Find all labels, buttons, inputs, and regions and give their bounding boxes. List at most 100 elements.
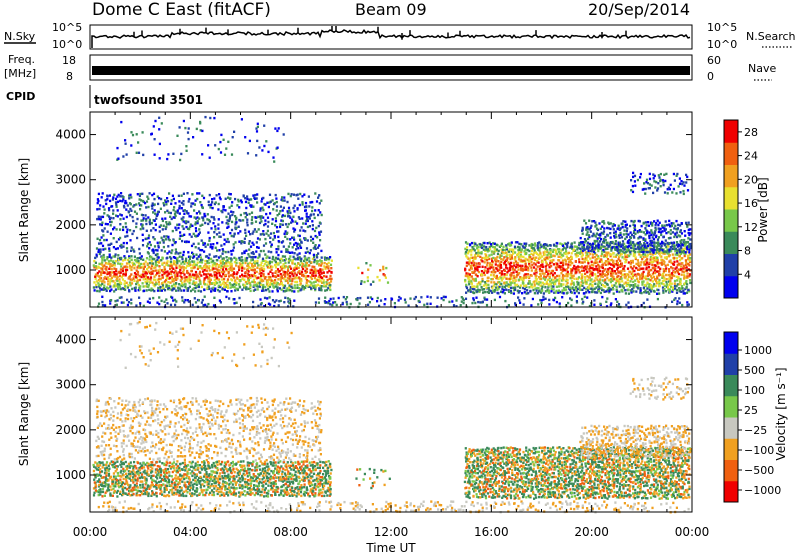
- echo-cell: [222, 138, 225, 141]
- echo-cell: [307, 285, 310, 288]
- echo-cell: [151, 202, 154, 205]
- echo-cell: [260, 280, 263, 283]
- echo-cell: [651, 256, 654, 259]
- echo-cell: [508, 248, 511, 251]
- echo-cell: [293, 290, 296, 293]
- echo-cell: [531, 243, 534, 247]
- echo-cell: [621, 226, 624, 229]
- echo-cell: [301, 286, 304, 289]
- echo-cell: [292, 255, 295, 259]
- echo-cell: [682, 181, 685, 184]
- echo-cell: [204, 221, 207, 225]
- echo-cell: [131, 215, 134, 219]
- echo-cell: [122, 204, 126, 208]
- echo-cell: [100, 273, 103, 277]
- echo-cell: [577, 287, 580, 291]
- echo-cell: [310, 277, 313, 280]
- echo-cell: [242, 283, 245, 286]
- echo-cell: [630, 246, 633, 249]
- echo-cell: [262, 289, 265, 292]
- echo-cell: [538, 241, 541, 244]
- echo-cell: [199, 270, 202, 274]
- echo-cell: [594, 252, 597, 255]
- echo-cell: [184, 278, 187, 282]
- echo-cell: [664, 264, 667, 267]
- echo-cell: [185, 257, 188, 260]
- echo-cell: [631, 259, 634, 263]
- echo-cell: [284, 273, 287, 276]
- echo-cell: [111, 198, 114, 201]
- echo-cell: [218, 231, 221, 234]
- echo-cell: [138, 202, 141, 205]
- echo-cell: [664, 239, 667, 242]
- echo-cell: [145, 282, 148, 285]
- echo-cell: [619, 227, 622, 230]
- echo-cell: [643, 247, 646, 250]
- echo-cell: [601, 220, 604, 223]
- echo-cell: [655, 258, 658, 261]
- echo-cell: [251, 265, 254, 268]
- echo-cell: [585, 291, 588, 294]
- echo-cell: [675, 275, 678, 278]
- echo-cell: [537, 248, 540, 251]
- echo-cell: [581, 288, 584, 291]
- echo-cell: [125, 215, 128, 219]
- echo-cell: [629, 289, 632, 292]
- echo-cell: [526, 248, 529, 252]
- echo-cell: [486, 259, 489, 262]
- echo-cell: [610, 249, 613, 252]
- echo-cell: [490, 270, 493, 274]
- echo-cell: [245, 234, 248, 237]
- echo-cell: [163, 265, 166, 269]
- echo-cell: [252, 243, 255, 246]
- echo-cell: [685, 173, 688, 177]
- echo-cell: [250, 259, 253, 262]
- echo-cell: [185, 220, 188, 223]
- echo-cell: [607, 279, 610, 282]
- echo-cell: [161, 286, 164, 289]
- echo-cell: [557, 289, 560, 292]
- echo-cell: [668, 280, 671, 283]
- echo-cell: [219, 140, 222, 144]
- echo-cell: [174, 260, 177, 264]
- echo-cell: [583, 219, 586, 222]
- echo-cell: [483, 245, 486, 248]
- echo-cell: [268, 278, 271, 281]
- echo-cell: [495, 283, 498, 286]
- echo-cell: [227, 250, 230, 254]
- echo-cell: [216, 259, 219, 262]
- echo-cell: [682, 292, 685, 295]
- echo-cell: [615, 285, 618, 288]
- echo-cell: [232, 235, 235, 238]
- echo-cell: [313, 284, 316, 287]
- echo-cell: [128, 281, 132, 284]
- echo-cell: [281, 214, 284, 217]
- echo-cell: [674, 267, 677, 270]
- echo-cell: [629, 231, 632, 234]
- echo-cell: [667, 231, 670, 234]
- echo-cell: [325, 275, 328, 278]
- echo-cell: [591, 280, 594, 284]
- echo-cell: [138, 252, 141, 255]
- echo-cell: [469, 290, 472, 293]
- echo-cell: [539, 243, 542, 246]
- echo-cell: [315, 259, 318, 263]
- echo-cell: [292, 270, 295, 273]
- echo-cell: [514, 260, 518, 263]
- echo-cell: [207, 302, 210, 306]
- echo-cell: [187, 262, 191, 265]
- echo-cell: [320, 264, 323, 267]
- echo-cell: [621, 280, 624, 283]
- echo-cell: [479, 301, 482, 304]
- echo-cell: [304, 230, 307, 233]
- echo-cell: [237, 232, 240, 235]
- echo-cell: [553, 254, 556, 258]
- echo-cell: [156, 241, 159, 244]
- echo-cell: [629, 252, 632, 256]
- echo-cell: [225, 262, 228, 265]
- echo-cell: [146, 276, 150, 279]
- echo-cell: [147, 277, 150, 281]
- echo-cell: [114, 247, 117, 251]
- echo-cell: [262, 244, 266, 247]
- echo-cell: [176, 261, 179, 265]
